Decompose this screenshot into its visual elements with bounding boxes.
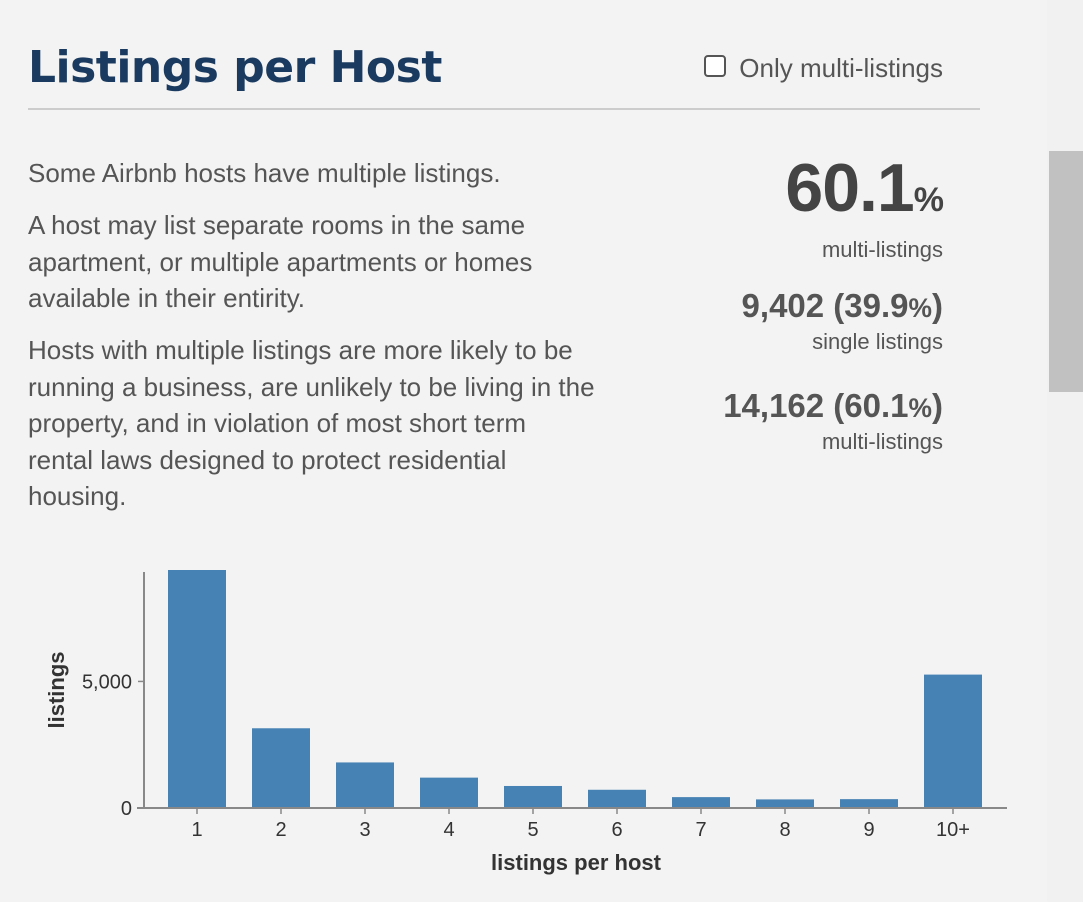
multi-listings-value: 14,162 (60.1%)	[723, 387, 943, 424]
bar-5	[504, 785, 562, 808]
x-tick-label: 4	[443, 819, 454, 841]
description-paragraph-3: Hosts with multiple listings are more li…	[28, 335, 595, 511]
y-tick-group: 0 5,000	[82, 671, 144, 820]
x-tick-label: 5	[527, 819, 538, 841]
scrollbar-track[interactable]	[1047, 0, 1083, 902]
x-tick-label: 2	[275, 819, 286, 841]
page-title: Listings per Host	[28, 42, 442, 93]
headline-stat: 60.1% multi-listings	[785, 150, 944, 264]
header-divider	[28, 108, 980, 110]
x-tick-group: 1 2 3 4 5 6 7 8 9 10+	[191, 808, 970, 841]
single-listings-value: 9,402 (39.9%)	[741, 287, 943, 324]
multi-listings-label: multi-listings	[821, 429, 943, 454]
bar-9	[840, 799, 898, 808]
x-tick-label: 3	[359, 819, 370, 841]
y-axis-title: listings	[44, 651, 69, 728]
y-tick-label: 0	[121, 798, 132, 820]
x-tick-label: 8	[779, 819, 790, 841]
description-paragraph-2: A host may list separate rooms in the sa…	[28, 210, 533, 313]
scrollbar-thumb[interactable]	[1049, 151, 1083, 392]
headline-value: 60.1%	[785, 150, 944, 226]
x-tick-label: 7	[695, 819, 706, 841]
x-tick-label: 9	[863, 819, 874, 841]
bar-10+	[924, 674, 982, 808]
multi-listings-toggle-label[interactable]: Only multi-listings	[739, 53, 943, 83]
bar-1	[168, 570, 226, 808]
headline-label: multi-listings	[821, 237, 943, 262]
single-listings-label: single listings	[812, 329, 943, 354]
bar-2	[252, 728, 310, 808]
bar-group	[168, 570, 982, 808]
bar-8	[756, 799, 814, 808]
x-tick-label: 6	[611, 819, 622, 841]
bar-6	[588, 789, 646, 808]
x-axis-title: listings per host	[491, 850, 662, 875]
x-tick-label: 10+	[936, 819, 970, 841]
bar-4	[420, 777, 478, 808]
single-listings-stat: 9,402 (39.9%) single listings	[742, 286, 943, 356]
description-paragraph-1: Some Airbnb hosts have multiple listings…	[28, 158, 501, 188]
x-tick-label: 1	[191, 819, 202, 841]
multi-listings-checkbox[interactable]	[704, 54, 727, 77]
bar-7	[672, 797, 730, 808]
multi-listings-toggle[interactable]: Only multi-listings	[704, 53, 943, 84]
y-tick-label: 5,000	[82, 671, 132, 693]
listings-per-host-chart: 0 5,000 1 2 3 4 5 6 7 8 9 10+ listings per host li…	[44, 570, 1007, 875]
multi-listings-stat: 14,162 (60.1%) multi-listings	[723, 386, 943, 456]
listings-panel: Listings per Host Only multi-listings So…	[28, 42, 1083, 875]
bar-3	[336, 762, 394, 808]
